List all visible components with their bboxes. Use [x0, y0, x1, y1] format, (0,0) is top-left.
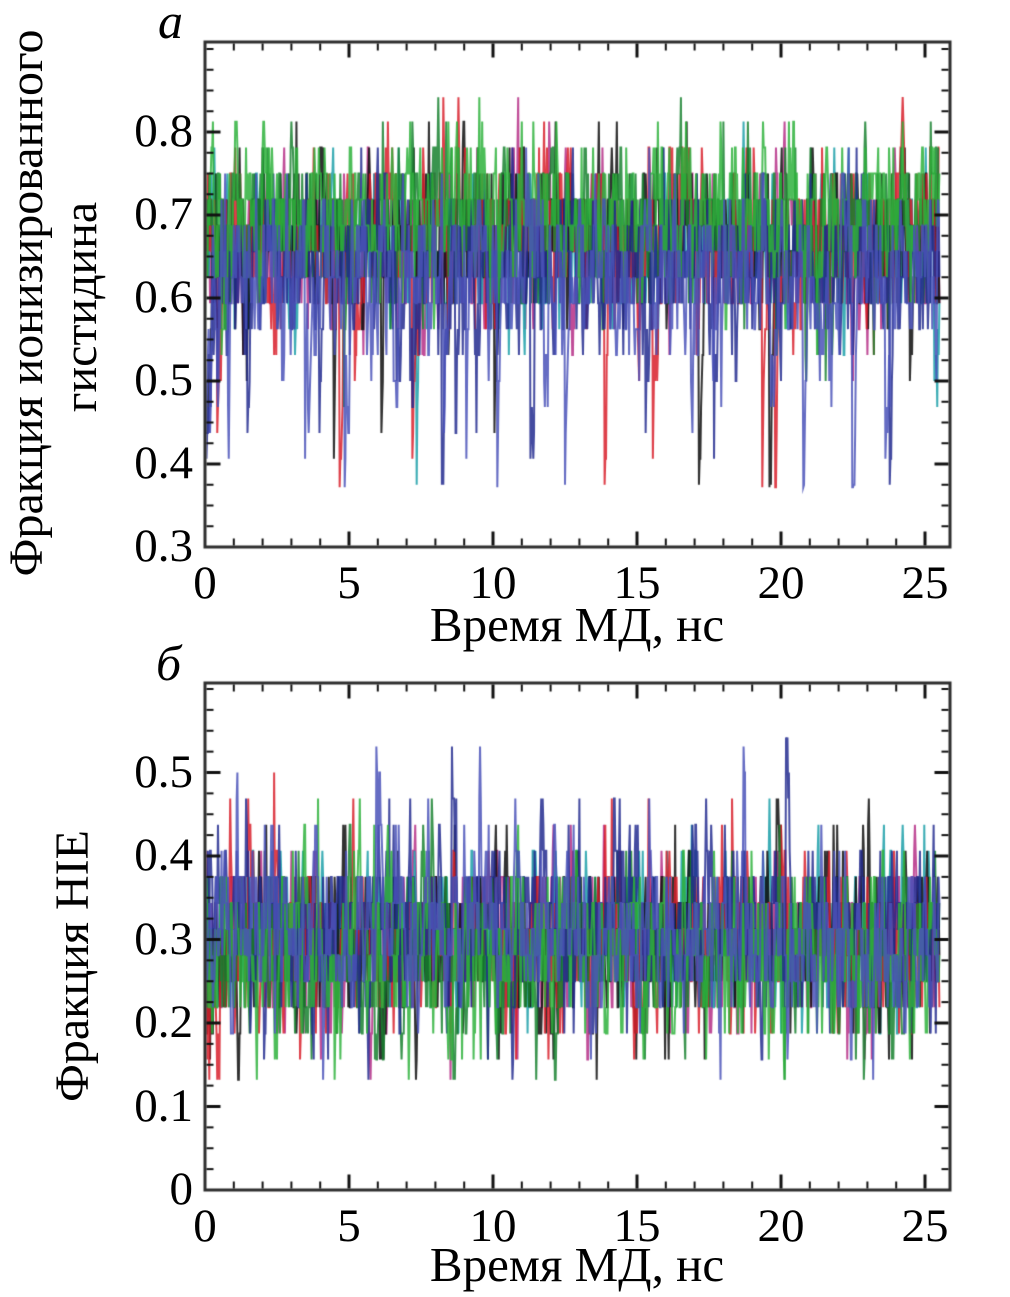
x-tick-label: 0 — [193, 1200, 217, 1252]
panel-a-letter: а — [158, 0, 183, 49]
panel-a-y-axis-label-line1: Фракция ионизированного — [0, 29, 53, 577]
y-tick-label: 0.1 — [134, 1079, 193, 1132]
x-tick-label: 20 — [757, 1200, 805, 1252]
x-tick-label: 10 — [469, 557, 517, 609]
y-tick-label: 0.3 — [134, 520, 193, 572]
x-tick-label: 25 — [901, 557, 949, 609]
panel-a-x-axis-label: Время МД, нс — [429, 597, 725, 652]
x-tick-label: 20 — [757, 557, 805, 609]
y-tick-label: 0 — [169, 1163, 194, 1215]
x-tick-label: 0 — [193, 557, 217, 609]
x-tick-label: 25 — [901, 1200, 949, 1252]
x-tick-label: 10 — [469, 1200, 517, 1252]
x-tick-label: 5 — [337, 1200, 361, 1252]
x-tick-label: 5 — [337, 557, 361, 609]
y-tick-label: 0.2 — [134, 996, 193, 1048]
panel-b-x-axis-label: Время МД, нс — [429, 1237, 725, 1292]
y-tick-label: 0.7 — [134, 188, 193, 240]
y-tick-label: 0.8 — [134, 105, 193, 157]
y-tick-label: 0.5 — [134, 354, 193, 406]
panel-b-letter: б — [156, 635, 182, 691]
x-tick-label: 15 — [613, 1200, 661, 1252]
y-tick-label: 0.6 — [134, 271, 193, 323]
y-tick-label: 0.5 — [134, 745, 193, 798]
x-tick-label: 15 — [613, 557, 661, 609]
y-tick-label: 0.4 — [134, 829, 193, 881]
y-tick-label: 0.3 — [134, 912, 193, 965]
y-tick-label: 0.4 — [134, 437, 193, 489]
